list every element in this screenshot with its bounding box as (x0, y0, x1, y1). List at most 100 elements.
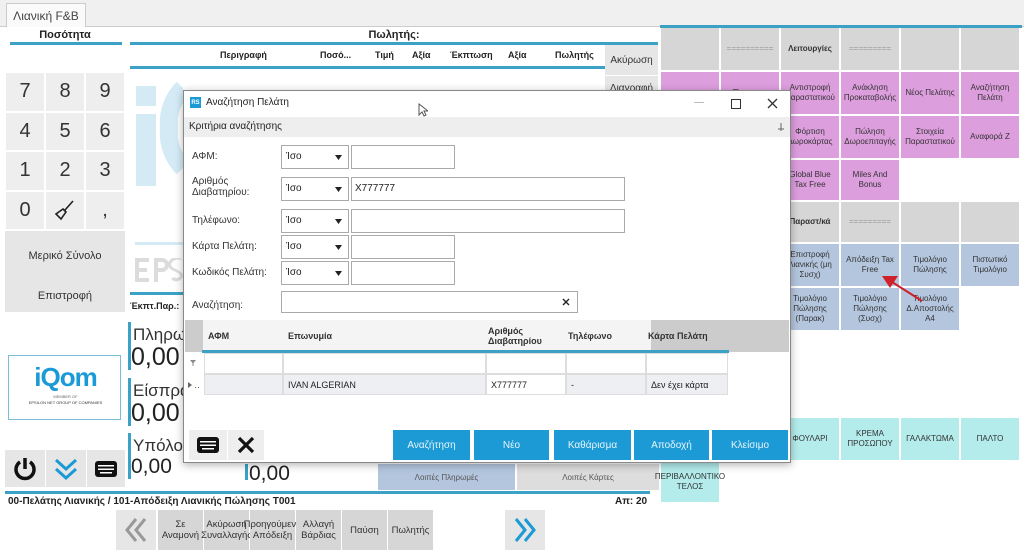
column-header[interactable]: Τιμή (375, 50, 394, 60)
grid-button[interactable]: ΓΑΛΑΚΤΩΜΑ (901, 418, 959, 460)
grid-button[interactable]: Πώληση Δωροεπιταγής (841, 116, 899, 158)
grid-button[interactable]: ΠΑΛΤΟ (961, 418, 1019, 460)
scroll-left-button[interactable] (116, 510, 156, 550)
operator-select[interactable]: Ίσο (281, 209, 349, 233)
column-header[interactable]: Κάρτα Πελάτη (648, 331, 708, 341)
settings-button[interactable] (228, 430, 264, 460)
toolbar-button[interactable]: Σε Αναμονή (158, 510, 203, 550)
column-header[interactable]: Ποσό... (320, 50, 352, 60)
operator-select[interactable]: Ίσο (281, 177, 349, 201)
key-1[interactable]: 1 (5, 151, 45, 191)
clear-icon[interactable] (562, 298, 570, 306)
power-button[interactable] (5, 450, 45, 487)
field-input[interactable] (351, 145, 455, 169)
grid-button[interactable]: Τιμολόγιο Πώλησης (901, 244, 959, 286)
header-filler (651, 320, 789, 352)
dialog-button[interactable]: Νέο (474, 430, 549, 460)
grid-button[interactable]: Miles And Bonus (841, 160, 899, 200)
other-cards-button[interactable]: Λοιπές Κάρτες (517, 464, 659, 490)
grid-button[interactable]: Αναφορά Z (961, 116, 1019, 158)
toolbar-button[interactable]: Πωλητής (388, 510, 433, 550)
grid-button[interactable] (901, 28, 959, 70)
column-header[interactable]: Περιγραφή (220, 50, 267, 60)
column-header[interactable]: Αριθμός Διαβατηρίου (488, 326, 542, 346)
column-header[interactable]: Τηλέφωνο (568, 331, 612, 341)
field-input[interactable]: X777777 (351, 177, 625, 201)
key-0[interactable]: 0 (5, 190, 45, 230)
filter-cell[interactable] (566, 353, 646, 374)
key-5[interactable]: 5 (45, 111, 85, 151)
maximize-button[interactable] (727, 95, 745, 113)
cancel-button[interactable]: Ακύρωση (605, 45, 658, 75)
chevron-down-icon (335, 245, 342, 250)
grid-button[interactable] (901, 202, 959, 242)
table-row[interactable]: IVAN ALGERIAN X777777- Δεν έχει κάρτα (184, 374, 790, 395)
grid-button[interactable]: Ανάκληση Προκαταβολής (841, 72, 899, 114)
return-button[interactable]: Επιστροφή (5, 280, 125, 312)
filter-cell[interactable] (486, 353, 566, 374)
column-header[interactable]: Επωνυμία (288, 331, 333, 341)
grid-button[interactable]: Νέος Πελάτης (901, 72, 959, 114)
other-payments-button[interactable]: Λοιπές Πληρωμές (378, 464, 515, 490)
grid-button[interactable] (661, 28, 719, 70)
key-6[interactable]: 6 (85, 111, 125, 151)
field-input[interactable] (351, 209, 625, 233)
grid-button[interactable]: ΚΡΕΜΑ ΠΡΟΣΩΠΟΥ (841, 418, 899, 460)
grid-button[interactable]: ========== (721, 28, 779, 70)
subtotal-button[interactable]: Μερικό Σύνολο (5, 231, 125, 280)
filter-cell[interactable] (283, 353, 486, 374)
dialog-button[interactable]: Αναζήτηση (393, 430, 470, 460)
operator-select[interactable]: Ίσο (281, 261, 349, 285)
grid-button[interactable]: Αναζήτηση Πελάτη (961, 72, 1019, 114)
minimize-button[interactable] (689, 94, 709, 112)
key-2[interactable]: 2 (45, 151, 85, 191)
grid-button[interactable]: Απόδειξη Tax Free (841, 244, 899, 286)
key-clear[interactable] (45, 190, 85, 230)
field-label: Αριθμός Διαβατηρίου: (192, 176, 250, 198)
grid-button[interactable] (961, 28, 1019, 70)
column-header[interactable]: Αξία (508, 50, 527, 60)
operator-select[interactable]: Ίσο (281, 235, 349, 259)
grid-button[interactable] (961, 202, 1019, 242)
column-header[interactable]: Αξία (412, 50, 431, 60)
keyboard-button[interactable] (87, 450, 125, 487)
column-header[interactable]: ΑΦΜ (208, 331, 230, 341)
divider (5, 491, 650, 494)
column-header[interactable]: Έκπτωση (450, 50, 493, 60)
close-button[interactable] (762, 93, 782, 113)
tab-retail-fb[interactable]: Λιανική F&B (6, 3, 86, 27)
pin-icon[interactable] (778, 123, 784, 131)
dialog-button[interactable]: Αποδοχή (634, 430, 709, 460)
grid-button[interactable]: Τιμολόγιο Πώλησης (Συσχ) (841, 288, 899, 330)
key-,[interactable]: , (85, 190, 125, 230)
grid-button[interactable]: ========= (841, 28, 899, 70)
filter-cell[interactable] (204, 353, 283, 374)
logo-company: EPSILON NET GROUP OF COMPANIES (28, 400, 103, 405)
toolbar-button[interactable]: Προηγούμενη Απόδειξη (244, 510, 301, 550)
filter-cell[interactable] (646, 353, 728, 374)
key-4[interactable]: 4 (5, 111, 45, 151)
toolbar-button[interactable]: Παύση (342, 510, 387, 550)
toolbar-button[interactable]: Ακύρωση Συναλλαγής (201, 510, 252, 550)
expand-button[interactable] (46, 450, 86, 487)
key-7[interactable]: 7 (5, 72, 45, 112)
operator-value: Ίσο (286, 241, 302, 252)
scroll-right-button[interactable] (505, 510, 545, 550)
keyboard-button[interactable] (189, 430, 227, 460)
key-9[interactable]: 9 (85, 72, 125, 112)
grid-button[interactable]: Πιστωτικό Τιμολόγιο (961, 244, 1019, 286)
grid-button[interactable]: Λειτουργίες (781, 28, 839, 70)
grid-button[interactable]: ΠΕΡΙΒΑΛΛΟΝΤΙΚΟ ΤΕΛΟΣ (655, 462, 725, 502)
dialog-button[interactable]: Κλείσιμο (712, 430, 788, 460)
grid-button[interactable]: Στοιχεία Παραστατικού (901, 116, 959, 158)
field-input[interactable] (351, 261, 455, 285)
key-8[interactable]: 8 (45, 72, 85, 112)
key-3[interactable]: 3 (85, 151, 125, 191)
field-input[interactable] (351, 235, 455, 259)
grid-button[interactable]: ========= (841, 202, 899, 242)
column-header[interactable]: Πωλητής (555, 50, 594, 60)
dialog-button[interactable]: Καθάρισμα (554, 430, 631, 460)
search-input[interactable] (281, 291, 578, 313)
operator-select[interactable]: Ίσο (281, 145, 349, 169)
toolbar-button[interactable]: Αλλαγή Βάρδιας (296, 510, 341, 550)
